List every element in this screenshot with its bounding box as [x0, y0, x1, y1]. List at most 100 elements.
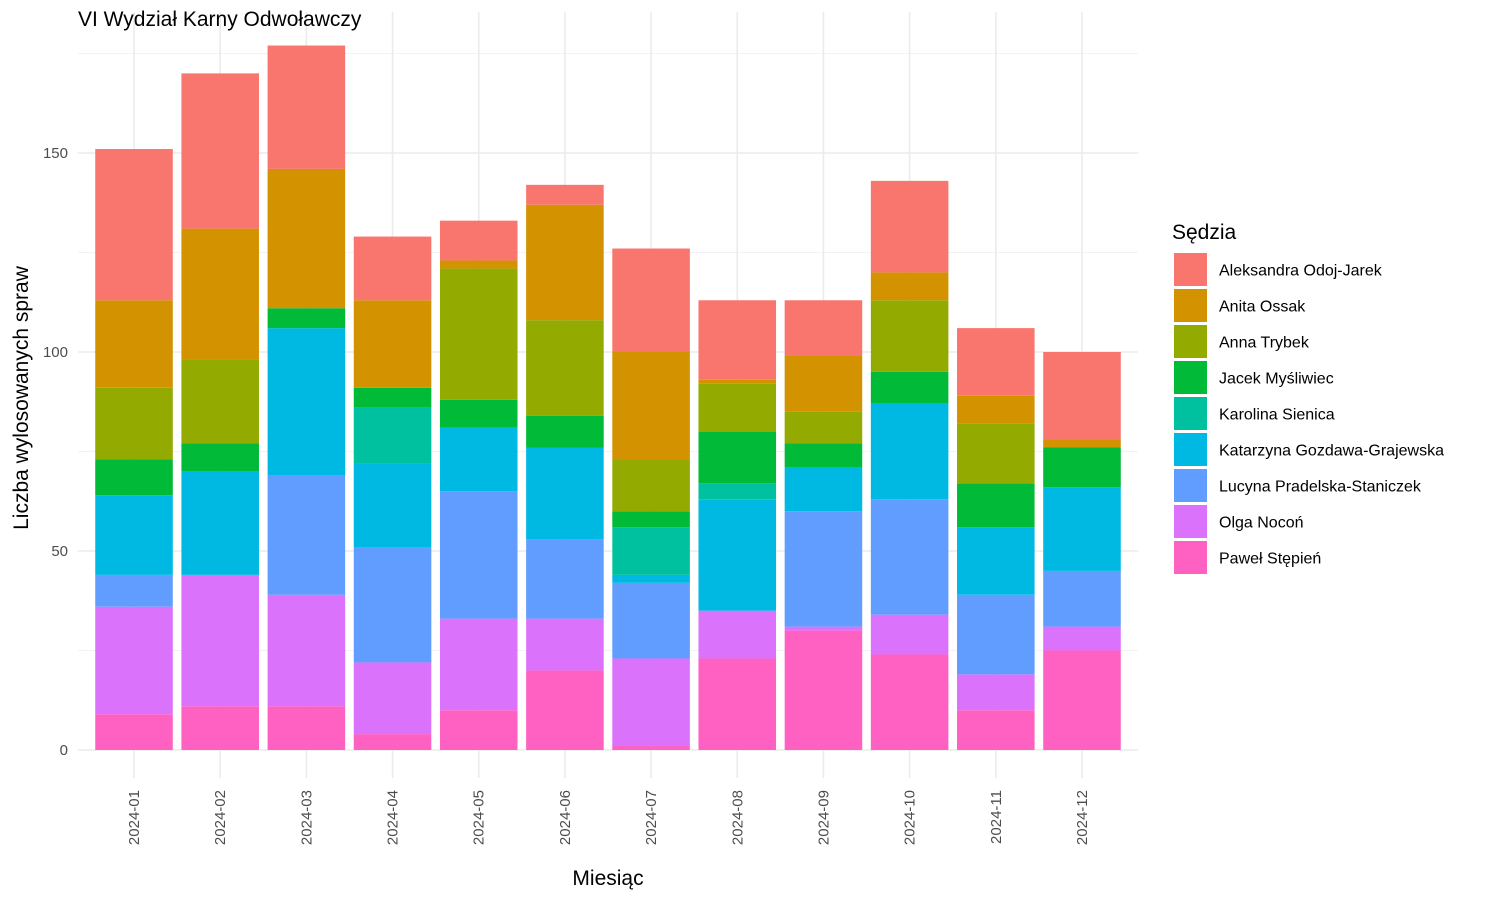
legend-item: Paweł Stępień	[1174, 541, 1321, 574]
bar-segment	[181, 228, 259, 360]
bar-segment	[267, 168, 346, 309]
bar-segment	[353, 547, 432, 663]
bar-segment	[870, 272, 949, 301]
y-tick-label: 150	[43, 145, 68, 162]
bar-segment	[267, 475, 346, 595]
bar-segment	[1043, 487, 1121, 571]
bar-segment	[784, 355, 863, 412]
bar-segment	[439, 491, 518, 619]
bar-segment	[612, 511, 690, 528]
legend-item: Anna Trybek	[1174, 325, 1310, 358]
x-tick-label: 2024-11	[988, 790, 1005, 844]
bar-segment	[353, 387, 432, 408]
legend-key	[1174, 397, 1207, 430]
legend-key	[1174, 361, 1207, 394]
bar-segment	[95, 714, 173, 750]
legend-item: Katarzyna Gozdawa-Grajewska	[1174, 433, 1444, 466]
x-tick-label: 2024-10	[902, 790, 919, 845]
bars-layer	[95, 45, 1121, 750]
axis-layer: 0 50 100 150 2024-01 2024-02 2024-03 2024-04 202…	[43, 145, 1091, 845]
legend-key	[1174, 541, 1207, 574]
bar-segment	[698, 431, 777, 484]
bar-segment	[181, 359, 259, 444]
bar-segment	[1043, 626, 1121, 651]
bar-segment	[1043, 439, 1121, 448]
bar-segment	[181, 706, 259, 750]
y-tick-label: 100	[43, 344, 68, 361]
bar-segment	[439, 220, 518, 261]
bar-segment	[870, 300, 949, 372]
bar-segment	[267, 328, 346, 476]
bar-segment	[439, 618, 518, 711]
bar-segment	[957, 527, 1035, 595]
bar-segment	[784, 511, 863, 627]
legend-key	[1174, 289, 1207, 322]
chart-title: VI Wydział Karny Odwoławczy	[78, 8, 362, 31]
bar-segment	[95, 574, 173, 607]
bar-segment	[267, 308, 346, 329]
bar-segment	[957, 423, 1035, 484]
bar-segment	[353, 407, 432, 464]
bar-segment	[267, 45, 346, 169]
x-tick-label: 2024-01	[126, 790, 143, 845]
legend-item: Karolina Sienica	[1174, 397, 1335, 430]
bar-segment	[698, 383, 777, 432]
bar-segment	[353, 734, 432, 750]
bar-segment	[439, 260, 518, 269]
y-tick-label: 50	[51, 543, 68, 560]
bar-segment	[957, 395, 1035, 424]
bar-segment	[95, 149, 173, 301]
bar-segment	[698, 499, 777, 611]
legend-label: Anna Trybek	[1219, 335, 1310, 352]
bar-segment	[526, 447, 604, 540]
bar-segment	[870, 180, 949, 273]
x-tick-label: 2024-06	[557, 790, 574, 845]
bar-segment	[526, 539, 604, 619]
bar-segment	[612, 459, 690, 512]
bar-segment	[784, 443, 863, 468]
bar-segment	[526, 415, 604, 448]
bar-segment	[439, 399, 518, 428]
bar-segment	[353, 463, 432, 548]
bar-segment	[612, 574, 690, 583]
legend-label: Karolina Sienica	[1219, 407, 1335, 424]
x-tick-label: 2024-09	[815, 790, 832, 845]
x-tick-label: 2024-04	[385, 790, 402, 845]
bar-segment	[957, 483, 1035, 528]
legend-title: Sędzia	[1172, 221, 1237, 244]
bar-segment	[526, 618, 604, 671]
bar-segment	[353, 662, 432, 735]
bar-segment	[870, 614, 949, 655]
x-tick-label: 2024-07	[643, 790, 660, 845]
bar-segment	[870, 654, 949, 750]
legend: Sędzia Aleksandra Odoj-Jarek Anita Ossak A…	[1172, 221, 1444, 574]
legend-label: Aleksandra Odoj-Jarek	[1219, 263, 1383, 280]
bar-segment	[181, 471, 259, 575]
bar-segment	[439, 268, 518, 400]
legend-label: Lucyna Pradelska-Staniczek	[1219, 479, 1422, 496]
y-tick-label: 0	[60, 742, 68, 759]
x-axis-title: Miesiąc	[572, 867, 643, 890]
bar-segment	[698, 483, 777, 500]
bar-segment	[870, 403, 949, 500]
bar-segment	[612, 582, 690, 659]
legend-item: Aleksandra Odoj-Jarek	[1174, 253, 1383, 286]
bar-segment	[95, 300, 173, 388]
bar-segment	[439, 427, 518, 492]
bar-segment	[95, 495, 173, 575]
legend-item: Jacek Myśliwiec	[1174, 361, 1334, 394]
legend-label: Paweł Stępień	[1219, 551, 1321, 568]
bar-segment	[95, 459, 173, 496]
bar-segment	[957, 594, 1035, 675]
bar-segment	[612, 352, 690, 460]
legend-key	[1174, 253, 1207, 286]
bar-segment	[353, 236, 432, 301]
x-tick-label: 2024-08	[729, 790, 746, 845]
bar-segment	[612, 746, 690, 750]
legend-label: Katarzyna Gozdawa-Grajewska	[1219, 443, 1444, 460]
bar-segment	[784, 411, 863, 444]
legend-label: Jacek Myśliwiec	[1219, 371, 1334, 388]
bar-segment	[267, 594, 346, 707]
bar-segment	[612, 658, 690, 747]
legend-label: Anita Ossak	[1219, 299, 1306, 316]
